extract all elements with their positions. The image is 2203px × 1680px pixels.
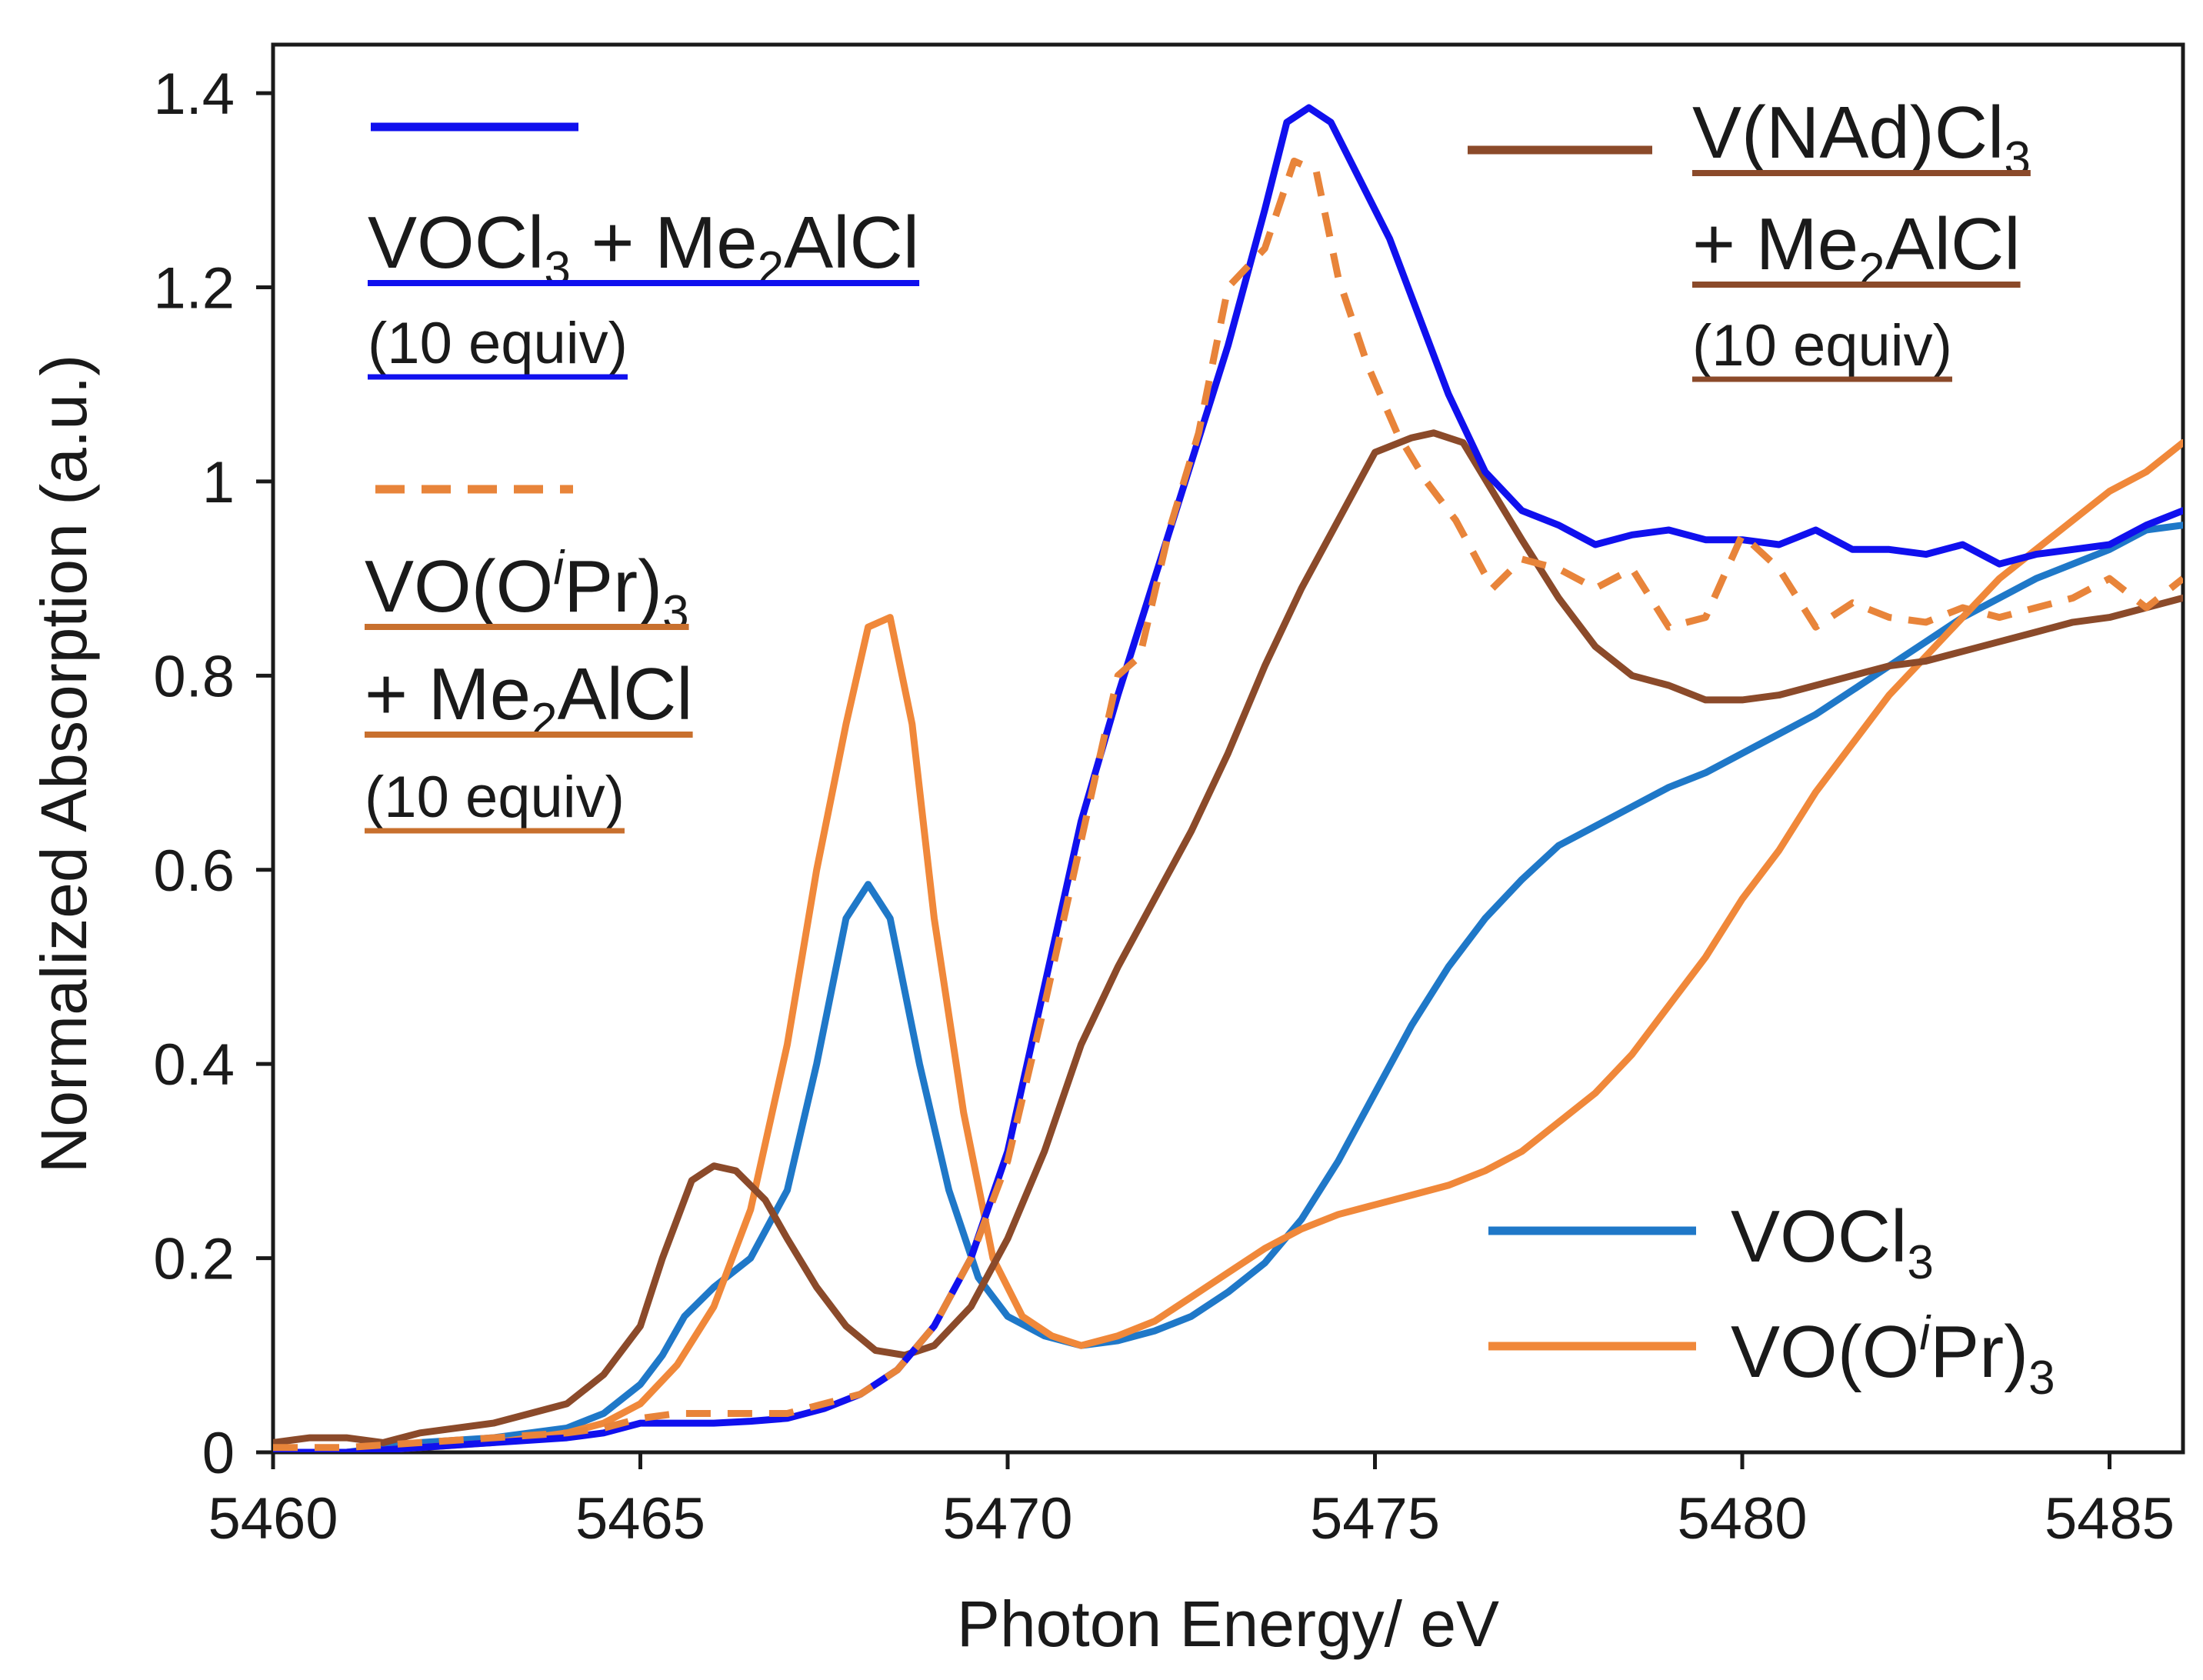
- legend-label-line2-part: + Me: [1692, 203, 1858, 285]
- series-line-s-vocl3: [273, 522, 2183, 1452]
- legend-entry-vocl3: VOCl3: [1488, 1195, 1934, 1289]
- legend-entry-vooipr3-me2alcl: VO(OiPr)3 + Me2AlCl (10 equiv): [365, 485, 693, 834]
- legend-label-line3: (10 equiv): [365, 765, 625, 830]
- y-tick-label: 0.4: [153, 1032, 235, 1098]
- series-line-s-vocl3-me2alcl: [273, 104, 2183, 1452]
- series-line-s-vooipr3: [273, 438, 2183, 1452]
- legend-entry-vooipr3: VO(OiPr)3: [1488, 1307, 2055, 1405]
- legend-label-line2-part: AlCl: [558, 653, 693, 735]
- legend-label-line1-part: i: [553, 542, 565, 595]
- y-axis: 0 0.2 0.4 0.6 0.8 1 1.2 1.4: [153, 62, 273, 1486]
- legend-label-line1-part: 3: [1907, 1236, 1933, 1289]
- plot-area: [271, 42, 2185, 1455]
- y-tick-label: 0.2: [153, 1227, 235, 1292]
- y-axis-title: Normalized Absorption (a.u.): [28, 355, 100, 1173]
- legend-label-line1-part: 3: [544, 242, 570, 295]
- series-line-s-vooipr3-me2alcl: [273, 157, 2183, 1452]
- series-line-s-vnadcl3: [273, 429, 2183, 1446]
- y-tick-label: 0.8: [153, 644, 235, 709]
- y-tick-label: 0.6: [153, 838, 235, 904]
- legend-entry-vnadcl3: V(NAd)Cl3 + Me2AlCl (10 equiv): [1468, 92, 2031, 382]
- legend-label-line1-part: i: [1919, 1307, 1931, 1360]
- plot-frame: [271, 42, 2185, 1455]
- y-tick-label: 0: [202, 1421, 235, 1486]
- x-axis-title: Photon Energy/ eV: [957, 1588, 1499, 1660]
- legend-label-line1: VOCl3: [1731, 1195, 1934, 1289]
- legend-label-line1: VOCl3 + Me2AlCl: [368, 202, 919, 295]
- legend-label-line3: (10 equiv): [1692, 313, 1952, 378]
- y-tick-label: 1: [202, 450, 235, 515]
- legend-label-line2: (10 equiv): [368, 311, 628, 376]
- legend-label-line2-part: AlCl: [1885, 203, 2021, 285]
- legend: VOCl3 + Me2AlCl(10 equiv)VO(OiPr)3+ Me2A…: [365, 92, 2055, 1405]
- legend-label-line2-part: 2: [1858, 244, 1885, 297]
- legend-label-line1: VO(OiPr)3: [1731, 1307, 2055, 1405]
- legend-label-line1: VO(OiPr)3: [365, 542, 689, 639]
- legend-label-line1-part: 3: [2028, 1352, 2055, 1405]
- y-tick-label: 1.4: [153, 62, 235, 127]
- legend-label-line1-part: VOCl: [1731, 1195, 1907, 1278]
- legend-label-line1-part: 3: [662, 586, 688, 639]
- legend-label-line2: + Me2AlCl: [365, 653, 693, 747]
- y-tick-label: 1.2: [153, 256, 235, 322]
- legend-entry-vocl3-me2alcl: VOCl3 + Me2AlCl (10 equiv): [368, 122, 920, 380]
- series-layer: [273, 104, 2183, 1452]
- legend-label-line1-part: VOCl: [368, 202, 544, 284]
- legend-label-line1-part: Pr): [1930, 1311, 2028, 1393]
- legend-label-line1-part: + Me: [571, 202, 758, 284]
- legend-label-line1-part: V(NAd)Cl: [1692, 92, 2004, 174]
- x-axis: 5460 5465 5470 5475 5480 5485: [208, 1452, 2175, 1552]
- legend-label-line1: V(NAd)Cl3: [1692, 92, 2031, 185]
- x-tick-label: 5460: [208, 1486, 338, 1552]
- x-tick-label: 5475: [1310, 1486, 1440, 1552]
- x-tick-label: 5485: [2045, 1486, 2175, 1552]
- x-tick-label: 5465: [575, 1486, 705, 1552]
- x-tick-label: 5480: [1677, 1486, 1807, 1552]
- legend-label-line1-part: 2: [758, 242, 784, 295]
- legend-label-line1-part: Pr): [564, 545, 662, 628]
- legend-label-line2-part: 2: [531, 694, 557, 747]
- legend-label-line1-part: VO(O: [365, 545, 553, 628]
- legend-label-line2: + Me2AlCl: [1692, 203, 2021, 297]
- legend-label-line1-part: AlCl: [784, 202, 919, 284]
- legend-label-line2-part: + Me: [365, 653, 531, 735]
- legend-label-line1-part: 3: [2004, 132, 2030, 185]
- legend-label-line1-part: VO(O: [1731, 1311, 1919, 1393]
- x-tick-label: 5470: [942, 1486, 1072, 1552]
